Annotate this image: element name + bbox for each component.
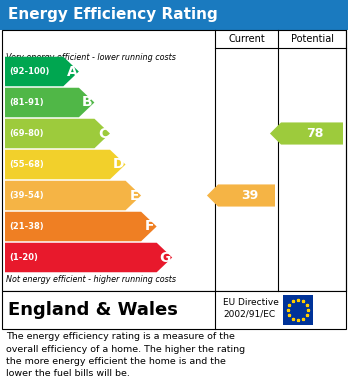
- Text: (69-80): (69-80): [9, 129, 44, 138]
- Text: (92-100): (92-100): [9, 67, 49, 76]
- Text: 78: 78: [306, 127, 324, 140]
- Polygon shape: [5, 150, 126, 179]
- Bar: [283, 295, 313, 325]
- Text: EU Directive
2002/91/EC: EU Directive 2002/91/EC: [223, 298, 279, 318]
- Text: D: D: [113, 158, 124, 172]
- Polygon shape: [5, 119, 110, 148]
- Text: (21-38): (21-38): [9, 222, 44, 231]
- Polygon shape: [5, 243, 172, 272]
- Text: E: E: [129, 188, 139, 203]
- Text: The energy efficiency rating is a measure of the
overall efficiency of a home. T: The energy efficiency rating is a measur…: [6, 332, 245, 378]
- Text: (81-91): (81-91): [9, 98, 44, 107]
- Text: Current: Current: [228, 34, 265, 44]
- Text: Not energy efficient - higher running costs: Not energy efficient - higher running co…: [6, 274, 176, 283]
- Polygon shape: [5, 88, 94, 117]
- Bar: [2, 291, 346, 329]
- Text: Very energy efficient - lower running costs: Very energy efficient - lower running co…: [6, 53, 176, 62]
- Text: (39-54): (39-54): [9, 191, 44, 200]
- Text: C: C: [98, 127, 108, 140]
- Polygon shape: [5, 57, 79, 86]
- Text: 39: 39: [241, 189, 258, 202]
- Polygon shape: [207, 185, 275, 206]
- Polygon shape: [5, 181, 141, 210]
- Bar: [2, 30, 346, 291]
- Bar: [0, 0, 348, 30]
- Polygon shape: [270, 122, 343, 145]
- Text: F: F: [145, 219, 155, 233]
- Text: (55-68): (55-68): [9, 160, 44, 169]
- Text: England & Wales: England & Wales: [8, 301, 178, 319]
- Text: Energy Efficiency Rating: Energy Efficiency Rating: [8, 7, 218, 23]
- Text: Potential: Potential: [291, 34, 333, 44]
- Polygon shape: [5, 212, 157, 241]
- Text: (1-20): (1-20): [9, 253, 38, 262]
- Text: A: A: [66, 65, 77, 79]
- Text: G: G: [159, 251, 171, 264]
- Text: B: B: [82, 95, 93, 109]
